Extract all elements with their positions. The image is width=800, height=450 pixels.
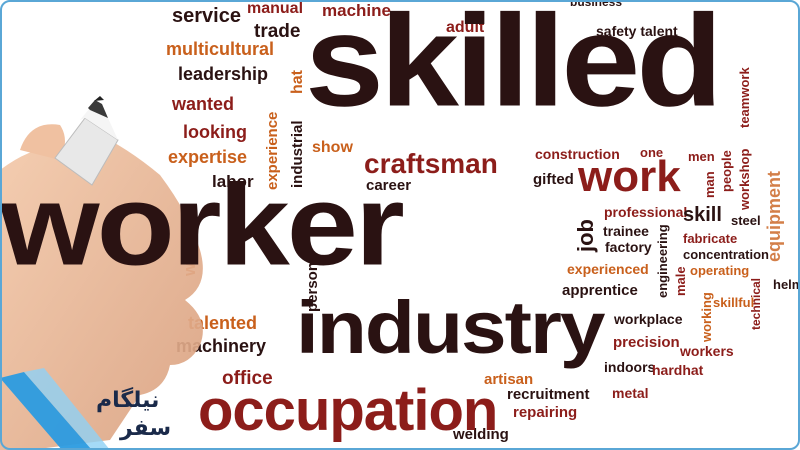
word-skillful: skillful: [713, 295, 755, 310]
word-craftsman: craftsman: [364, 148, 498, 179]
word-indoors: indoors: [604, 359, 656, 375]
word-show: show: [312, 139, 353, 156]
word-manual: manual: [247, 0, 304, 17]
logo-line1: نیلگام: [96, 388, 160, 413]
word-helm: helm: [773, 277, 800, 292]
word-fabricate: fabricate: [683, 231, 738, 246]
word-machine: machine: [322, 1, 391, 20]
word-professional: professional: [604, 204, 688, 220]
word-one: one: [640, 145, 664, 160]
word-experienced: experienced: [567, 261, 649, 277]
word-occupation: occupation: [198, 378, 498, 443]
word-operating: operating: [690, 263, 750, 278]
word-recruitment: recruitment: [507, 386, 590, 403]
word-apprentice: apprentice: [562, 282, 638, 299]
word-safety-talent: safety talent: [596, 23, 678, 39]
word-leadership: leadership: [178, 64, 269, 84]
word-precision: precision: [613, 334, 680, 351]
word-talented: talented: [188, 313, 258, 333]
word-men: men: [688, 149, 715, 164]
word-wanted: wanted: [172, 94, 235, 114]
word-workplace: workplace: [614, 311, 683, 327]
word-repairing: repairing: [513, 404, 578, 421]
word-workers: workers: [680, 343, 734, 359]
word-worker: worker: [0, 160, 405, 290]
word-skilled: skilled: [305, 0, 723, 134]
word-career: career: [366, 177, 412, 194]
word-welding: welding: [453, 426, 509, 443]
word-steel: steel: [731, 213, 761, 228]
word-business: business: [570, 0, 623, 9]
word-industry: industry: [296, 287, 605, 370]
word-concentration: concentration: [683, 247, 769, 262]
word-multicultural: multicultural: [166, 39, 275, 59]
word-trade: trade: [254, 21, 301, 42]
logo-line2: سفر: [120, 416, 172, 441]
word-hardhat: hardhat: [652, 362, 704, 378]
word-labor: labor: [212, 172, 254, 191]
word-skill: skill: [683, 204, 722, 226]
word-gifted: gifted: [533, 171, 574, 188]
word-work: work: [578, 152, 681, 201]
word-artisan: artisan: [484, 371, 534, 388]
word-construction: construction: [535, 146, 620, 162]
brand-logo: نیلگام سفر: [0, 360, 200, 450]
word-office: office: [222, 368, 273, 389]
word-metal: metal: [612, 385, 649, 401]
word-factory: factory: [605, 239, 652, 255]
word-trainee: trainee: [603, 223, 649, 239]
word-adult: adult: [446, 19, 485, 36]
word-service: service: [172, 5, 241, 27]
